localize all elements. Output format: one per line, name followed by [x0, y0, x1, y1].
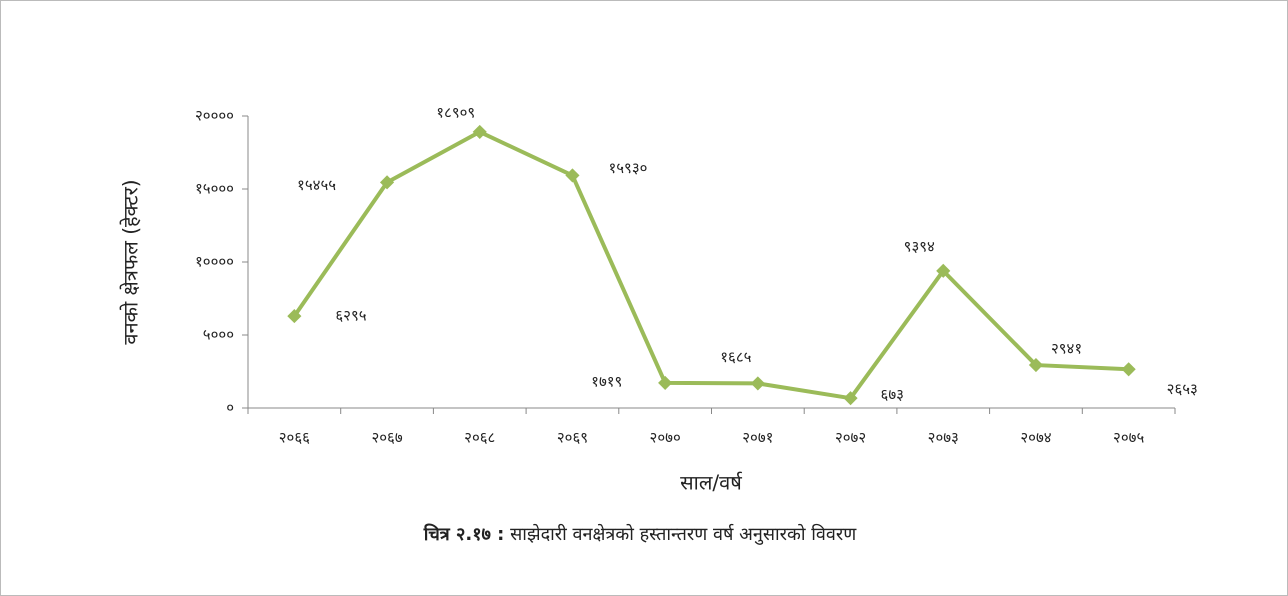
data-label: १८९०९ [436, 103, 475, 121]
marker [1028, 357, 1044, 373]
marker [843, 391, 858, 406]
x-tick-label: २०६७ [371, 429, 402, 447]
y-tick-label: १५००० [195, 180, 234, 198]
caption-text: साझेदारी वनक्षेत्रको हस्तान्तरण वर्ष अनु… [510, 523, 857, 545]
marker [287, 309, 302, 324]
data-label: २६५३ [1167, 380, 1198, 398]
x-tick-label: २०७० [650, 429, 681, 447]
data-label: २९४१ [1051, 340, 1082, 358]
caption: चित्र २.१७ : साझेदारी वनक्षेत्रको हस्तान… [423, 523, 858, 545]
x-tick-label: २०७३ [928, 429, 959, 447]
data-label: ६७३ [881, 386, 904, 404]
marker [658, 375, 673, 390]
data-label: १७१९ [591, 372, 622, 390]
x-tick-label: २०६८ [464, 429, 495, 447]
data-label: ९३९४ [904, 237, 935, 255]
x-tick-label: २०७४ [1020, 429, 1051, 447]
marker [565, 168, 580, 183]
x-tick-label: २०६६ [279, 429, 310, 447]
y-tick-label: १०००० [195, 253, 234, 271]
marker [1121, 362, 1136, 377]
marker [936, 263, 951, 278]
x-tick-label: २०७२ [835, 429, 866, 447]
marker [379, 175, 395, 190]
x-tick-label: २०७१ [742, 429, 773, 447]
caption-label: चित्र २.१७ : [423, 523, 505, 545]
x-tick-label: २०७५ [1113, 429, 1144, 447]
y-tick-label: ० [226, 399, 234, 417]
x-tick-label: २०६९ [557, 429, 588, 447]
y-tick-label: ५००० [203, 326, 234, 344]
y-axis-label: वनको क्षेत्रफल (हेक्टर) [119, 179, 143, 344]
data-label: ६२९५ [335, 307, 366, 325]
line [292, 129, 1129, 401]
data-label: १६८५ [720, 348, 751, 366]
data-label: १५४५५ [297, 176, 336, 194]
data-label: १५९३० [608, 159, 647, 177]
x-axis-label: साल/वर्ष [680, 471, 743, 495]
y-tick-label: २०००० [195, 107, 234, 125]
marker [750, 376, 765, 391]
